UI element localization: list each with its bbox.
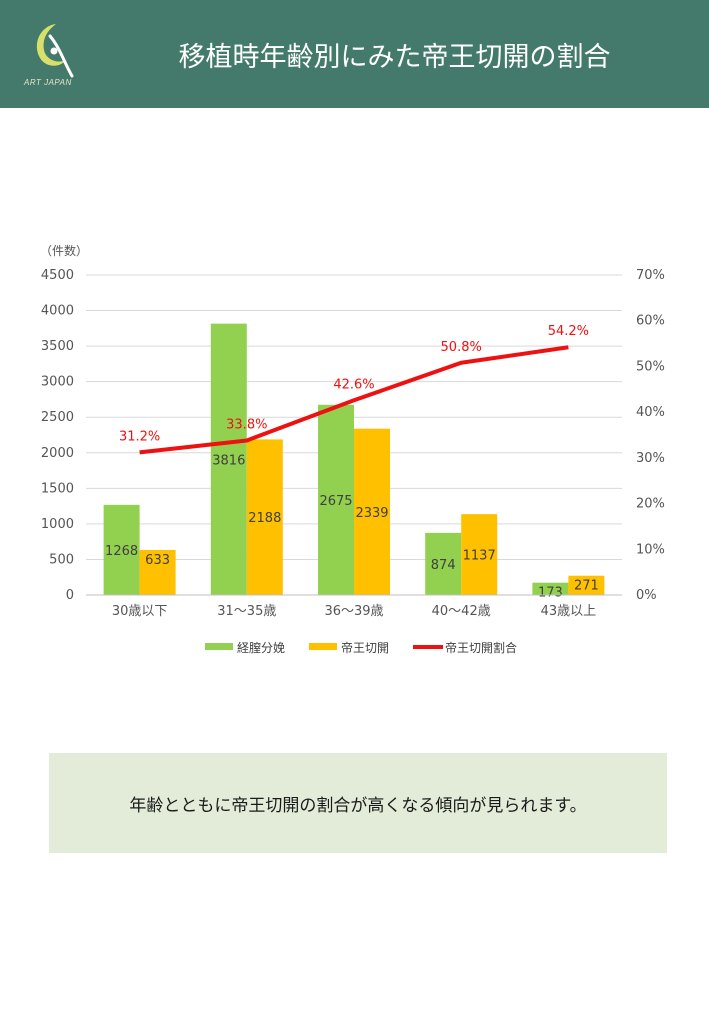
line-value-label: 50.8%	[441, 340, 482, 355]
legend-label: 帝王切開割合	[445, 640, 517, 655]
y-right-tick-label: 30%	[636, 451, 665, 466]
bar	[461, 514, 498, 595]
bar	[318, 404, 354, 595]
bar-value-label: 1137	[463, 549, 496, 564]
x-tick-label: 30歳以下	[112, 604, 168, 619]
bar	[103, 504, 140, 595]
y-left-tick-label: 1000	[41, 517, 74, 532]
y-left-tick-label: 3000	[41, 375, 74, 390]
bar-value-label: 271	[574, 579, 599, 594]
logo-dot	[50, 47, 58, 55]
legend-swatch	[205, 643, 233, 650]
x-tick-label: 31～35歳	[217, 604, 276, 619]
bar	[210, 323, 247, 595]
x-tick-label: 40～42歳	[432, 604, 491, 619]
bar-value-label: 173	[538, 586, 563, 601]
legend-label: 帝王切開	[341, 640, 389, 655]
bar-value-label: 2675	[319, 494, 352, 509]
legend-label: 経膣分娩	[237, 640, 285, 655]
bar	[139, 549, 176, 595]
bar-value-label: 633	[145, 553, 170, 568]
y-right-tick-label: 10%	[636, 542, 665, 557]
y-left-tick-label: 2500	[41, 410, 74, 425]
bar-value-label: 874	[431, 558, 456, 573]
note-box: 年齢とともに帝王切開の割合が高くなる傾向が見られます。	[49, 753, 667, 853]
line-value-label: 54.2%	[548, 324, 589, 339]
line-value-label: 33.8%	[226, 417, 267, 432]
y-right-tick-label: 20%	[636, 497, 665, 512]
bar-value-label: 2339	[355, 506, 388, 521]
y-right-tick-label: 50%	[636, 359, 665, 374]
legend-swatch	[309, 643, 337, 650]
bar-value-label: 3816	[212, 453, 245, 468]
bar	[568, 575, 605, 595]
line-series-ratio	[139, 345, 569, 455]
bar	[425, 532, 462, 595]
art-japan-logo	[36, 24, 74, 78]
y-right-tick-label: 70%	[636, 268, 665, 283]
bar-value-label: 1268	[105, 544, 138, 559]
header-banner: ART JAPAN 移植時年齢別にみた帝王切開の割合	[0, 0, 709, 108]
y-left-tick-label: 3500	[41, 339, 74, 354]
y-right-tick-label: 40%	[636, 405, 665, 420]
bar	[246, 439, 283, 595]
chart: 0 500 1000 1500 2000 2500 3000 3500 4000 4500 0% 10…	[40, 243, 665, 655]
y-left-tick-label: 500	[49, 552, 74, 567]
y-right-tick-label: 0%	[636, 588, 657, 603]
bar	[532, 582, 569, 595]
y-right-tick-label: 60%	[636, 314, 665, 329]
y-left-tick-label: 4500	[41, 268, 74, 283]
x-tick-label: 43歳以上	[541, 604, 597, 619]
line-value-label: 42.6%	[333, 377, 374, 392]
logo-text: ART JAPAN	[24, 78, 72, 87]
y-left-axis-title: （件数）	[40, 243, 88, 258]
page-title: 移植時年齢別にみた帝王切開の割合	[178, 42, 611, 73]
logo-crescent	[36, 24, 66, 66]
note-text: 年齢とともに帝王切開の割合が高くなる傾向が見られます。	[129, 796, 587, 816]
line-value-label: 31.2%	[119, 429, 160, 444]
bar	[354, 428, 390, 595]
logo-stroke	[48, 34, 74, 78]
y-left-tick-label: 1500	[41, 481, 74, 496]
y-left-tick-label: 4000	[41, 304, 74, 319]
y-left-tick-label: 0	[66, 588, 74, 603]
x-tick-label: 36～39歳	[324, 604, 383, 619]
bar-value-label: 2188	[248, 511, 281, 526]
y-left-tick-label: 2000	[41, 446, 74, 461]
